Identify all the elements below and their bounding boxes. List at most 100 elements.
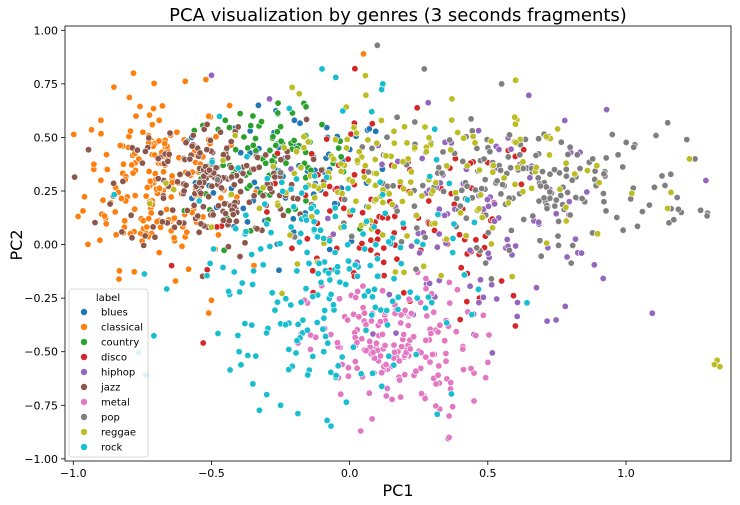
point-rock — [305, 259, 313, 267]
point-rock — [311, 172, 319, 180]
point-blues — [254, 101, 262, 109]
point-classical — [103, 166, 111, 174]
point-pop — [519, 165, 527, 173]
point-jazz — [133, 146, 141, 154]
point-classical — [112, 231, 120, 239]
point-hiphop — [535, 218, 543, 226]
point-jazz — [217, 128, 225, 136]
point-pop — [471, 186, 479, 194]
point-pop — [368, 144, 376, 152]
point-rock — [226, 366, 234, 374]
point-hiphop — [490, 217, 498, 225]
point-classical — [359, 50, 367, 58]
point-disco — [498, 277, 506, 285]
point-jazz — [234, 123, 242, 131]
point-metal — [335, 295, 343, 303]
point-classical — [132, 112, 140, 120]
point-reggae — [286, 231, 294, 239]
point-blues — [244, 218, 252, 226]
point-rock — [287, 185, 295, 193]
point-jazz — [85, 146, 93, 154]
point-country — [249, 141, 257, 149]
point-pop — [600, 198, 608, 206]
point-classical — [139, 128, 147, 136]
point-pop — [667, 170, 675, 178]
point-classical — [143, 184, 151, 192]
point-country — [277, 123, 285, 131]
point-blues — [209, 189, 217, 197]
point-reggae — [300, 133, 308, 141]
point-metal — [422, 275, 430, 283]
point-hiphop — [599, 274, 607, 282]
point-reggae — [663, 204, 671, 212]
point-rock — [244, 351, 252, 359]
point-pop — [538, 168, 546, 176]
point-rock — [406, 288, 414, 296]
point-reggae — [593, 162, 601, 170]
point-metal — [449, 403, 457, 411]
point-rock — [195, 197, 203, 205]
point-reggae — [411, 144, 419, 152]
point-rock — [318, 65, 326, 73]
point-pop — [420, 65, 428, 73]
point-rock — [433, 410, 441, 418]
point-disco — [520, 146, 528, 154]
point-reggae — [431, 219, 439, 227]
point-classical — [130, 69, 138, 77]
point-jazz — [237, 177, 245, 185]
point-pop — [562, 172, 570, 180]
point-metal — [368, 415, 376, 423]
point-rock — [216, 112, 224, 120]
point-classical — [88, 126, 96, 134]
point-hiphop — [561, 302, 569, 310]
point-hiphop — [476, 276, 484, 284]
point-jazz — [224, 243, 232, 251]
point-reggae — [500, 174, 508, 182]
point-rock — [241, 320, 249, 328]
point-hiphop — [552, 316, 560, 324]
point-rock — [232, 225, 240, 233]
point-reggae — [388, 201, 396, 209]
point-classical — [127, 127, 135, 135]
point-rock — [263, 175, 271, 183]
point-rock — [268, 289, 276, 297]
point-classical — [160, 168, 168, 176]
x-axis-label: PC1 — [383, 481, 414, 500]
point-jazz — [250, 192, 258, 200]
point-country — [274, 99, 282, 107]
point-rock — [252, 352, 260, 360]
point-rock — [234, 331, 242, 339]
point-pop — [446, 136, 454, 144]
point-rock — [234, 164, 242, 172]
point-classical — [155, 137, 163, 145]
point-pop — [555, 217, 563, 225]
point-pop — [600, 170, 608, 178]
point-disco — [380, 258, 388, 266]
point-reggae — [443, 162, 451, 170]
point-jazz — [151, 233, 159, 241]
point-rock — [313, 233, 321, 241]
point-disco — [511, 322, 519, 330]
point-rock — [303, 326, 311, 334]
point-reggae — [170, 186, 178, 194]
point-hiphop — [324, 215, 332, 223]
point-reggae — [390, 139, 398, 147]
point-jazz — [223, 144, 231, 152]
point-rock — [396, 244, 404, 252]
point-hiphop — [493, 295, 501, 303]
point-rock — [307, 204, 315, 212]
point-pop — [341, 196, 349, 204]
point-reggae — [297, 164, 305, 172]
point-rock — [255, 406, 263, 414]
point-jazz — [128, 234, 136, 242]
point-rock — [294, 410, 302, 418]
legend-label-metal: metal — [101, 398, 130, 409]
point-classical — [183, 228, 191, 236]
point-classical — [117, 195, 125, 203]
point-rock — [332, 73, 340, 81]
point-pop — [440, 187, 448, 195]
point-rock — [445, 179, 453, 187]
point-jazz — [197, 189, 205, 197]
point-rock — [303, 248, 311, 256]
point-reggae — [454, 129, 462, 137]
